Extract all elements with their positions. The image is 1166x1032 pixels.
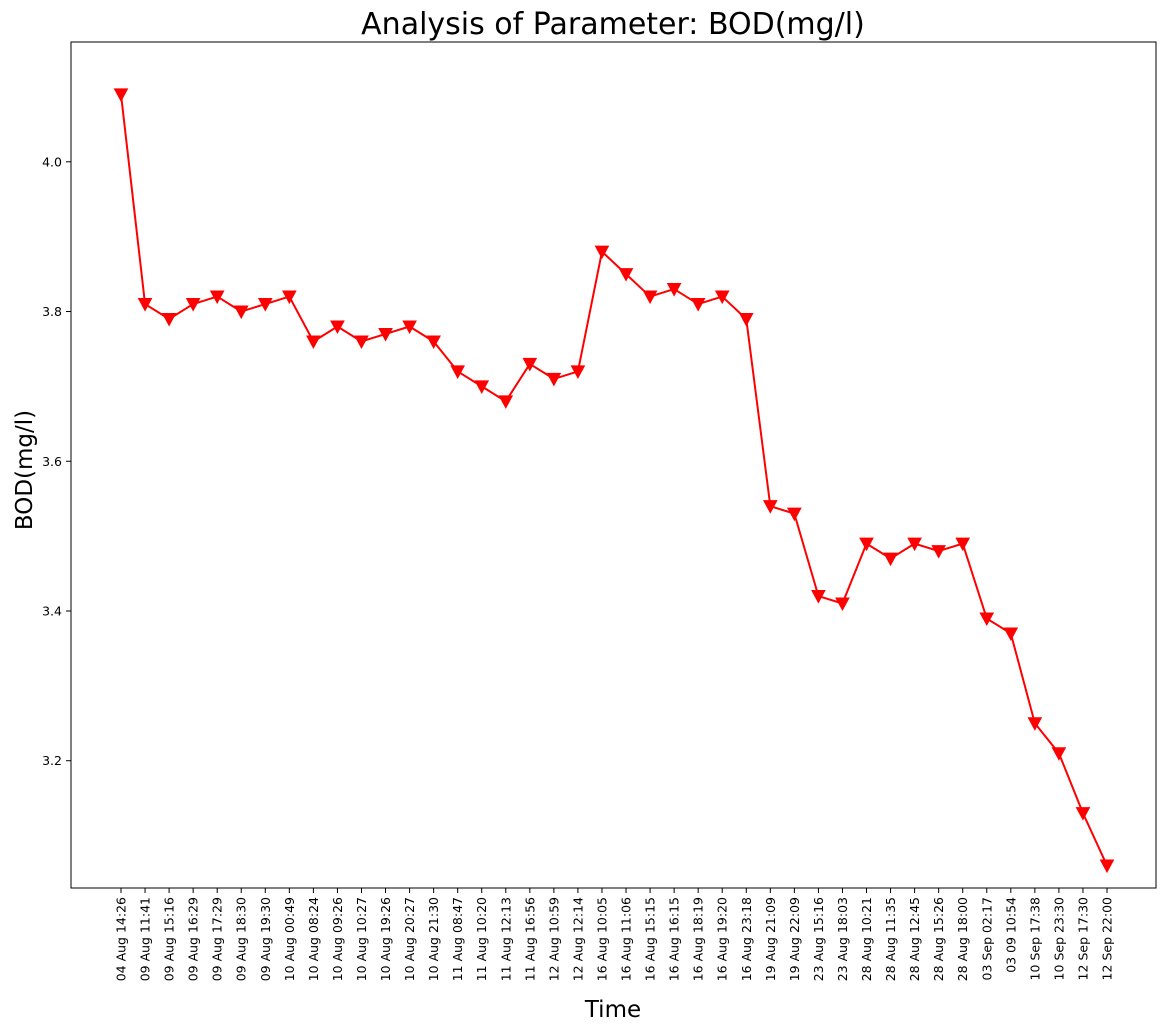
x-tick-label: 12 Aug 12:14 [570, 897, 585, 981]
data-point-marker [113, 88, 129, 102]
x-tick-label: 09 Aug 18:30 [234, 897, 249, 981]
x-tick-label: 16 Aug 23:18 [739, 897, 754, 981]
x-tick-label: 28 Aug 18:00 [955, 897, 970, 981]
data-point-marker [979, 612, 995, 627]
data-point-marker [883, 552, 898, 567]
data-point-marker [306, 335, 321, 350]
y-tick-label: 3.2 [42, 753, 62, 768]
data-point-marker [522, 357, 538, 372]
data-point-marker [450, 365, 466, 379]
data-point-marker [907, 537, 922, 552]
x-tick-label: 09 Aug 16:29 [186, 897, 201, 981]
data-point-marker [378, 327, 393, 342]
x-tick-label: 03 Sep 02:17 [979, 897, 994, 980]
x-tick-label: 10 Aug 20:27 [402, 897, 417, 981]
x-tick-label: 10 Aug 21:30 [426, 897, 441, 981]
x-tick-label: 11 Aug 08:47 [450, 897, 465, 981]
x-tick-label: 16 Aug 11:06 [619, 897, 634, 981]
y-tick-label: 3.4 [42, 603, 62, 618]
data-point-marker [738, 313, 754, 327]
data-point-marker [642, 290, 658, 305]
plot-frame [70, 41, 1157, 889]
data-point-marker [474, 380, 490, 394]
x-tick-label: 09 Aug 11:41 [138, 897, 153, 981]
x-tick-label: 10 Aug 00:49 [282, 897, 297, 981]
data-point-marker [402, 320, 417, 335]
y-axis-label: BOD(mg/l) [12, 410, 38, 530]
data-point-marker [570, 365, 586, 379]
x-tick-label: 10 Sep 17:38 [1027, 897, 1042, 980]
y-tick-label: 4.0 [42, 154, 62, 169]
x-tick-label: 28 Aug 10:21 [859, 897, 874, 981]
x-tick-label: 16 Aug 18:19 [691, 897, 706, 981]
data-point-marker [330, 320, 345, 335]
x-tick-label: 04 Aug 14:26 [114, 897, 129, 981]
data-point-marker [1003, 627, 1019, 642]
data-point-marker [233, 305, 249, 320]
data-point-marker [811, 590, 826, 604]
x-tick-label: 16 Aug 15:15 [643, 897, 658, 981]
x-tick-label: 10 Aug 08:24 [306, 897, 321, 981]
data-point-marker [1027, 717, 1043, 731]
x-tick-label: 09 Aug 15:16 [162, 897, 177, 981]
x-tick-label: 19 Aug 21:09 [763, 897, 778, 981]
x-tick-label: 16 Aug 16:15 [667, 897, 682, 981]
data-point-marker [618, 268, 634, 282]
data-point-marker [835, 597, 850, 612]
chart-title: Analysis of Parameter: BOD(mg/l) [361, 7, 865, 42]
x-tick-label: 09 Aug 19:30 [258, 897, 273, 981]
data-point-marker [498, 395, 514, 409]
x-tick-label: 23 Aug 18:03 [835, 897, 850, 981]
x-tick-label: 11 Aug 12:13 [498, 897, 513, 981]
x-tick-label: 16 Aug 19:20 [715, 897, 730, 981]
data-point-marker [1075, 807, 1091, 821]
x-tick-label: 19 Aug 22:09 [787, 897, 802, 981]
data-point-marker [257, 298, 273, 312]
x-tick-label: 23 Aug 15:16 [811, 897, 826, 981]
data-point-marker [546, 372, 562, 387]
data-point-marker [209, 290, 225, 305]
data-point-marker [137, 298, 153, 312]
x-tick-label: 28 Aug 11:35 [883, 897, 898, 981]
x-tick-label: 03 09 10:54 [1003, 897, 1018, 973]
data-point-marker [762, 500, 778, 514]
data-point-marker [931, 545, 946, 559]
data-point-marker [955, 537, 971, 552]
x-tick-label: 12 Sep 17:30 [1075, 897, 1090, 980]
data-point-marker [787, 507, 802, 522]
data-point-marker [282, 290, 297, 305]
x-tick-label: 10 Aug 19:26 [378, 897, 393, 981]
x-axis-label: Time [584, 997, 641, 1023]
x-tick-label: 28 Aug 15:26 [931, 897, 946, 981]
data-point-marker [594, 245, 610, 260]
plot-area: 3.2 3.4 3.6 3.8 4.0 04 Aug 14:26 09 Aug 11:41 0… [42, 88, 1115, 981]
data-point-marker [1051, 747, 1067, 761]
x-tick-label: 11 Aug 10:20 [474, 897, 489, 981]
x-tick-label: 12 Sep 22:00 [1100, 897, 1115, 980]
series-line [120, 94, 1108, 866]
data-point-marker [161, 313, 177, 327]
data-point-marker [354, 335, 369, 350]
x-tick-label: 10 Aug 09:26 [330, 897, 345, 981]
data-point-marker [714, 290, 730, 305]
data-point-marker [1099, 859, 1115, 874]
data-point-marker [859, 537, 874, 552]
data-point-marker [185, 298, 201, 312]
y-tick-label: 3.8 [42, 304, 62, 319]
x-tick-label: 16 Aug 10:05 [594, 897, 609, 981]
x-tick-label: 28 Aug 12:45 [907, 897, 922, 981]
data-point-marker [690, 298, 706, 312]
data-point-marker [426, 335, 441, 350]
x-tick-label: 12 Aug 10:59 [546, 897, 561, 981]
x-tick-label: 09 Aug 17:29 [210, 897, 225, 981]
x-tick-label: 10 Sep 23:30 [1051, 897, 1066, 980]
x-tick-label: 11 Aug 16:56 [522, 897, 537, 981]
x-tick-label: 10 Aug 10:27 [354, 897, 369, 981]
data-point-marker [666, 283, 682, 297]
y-tick-label: 3.6 [42, 454, 62, 469]
